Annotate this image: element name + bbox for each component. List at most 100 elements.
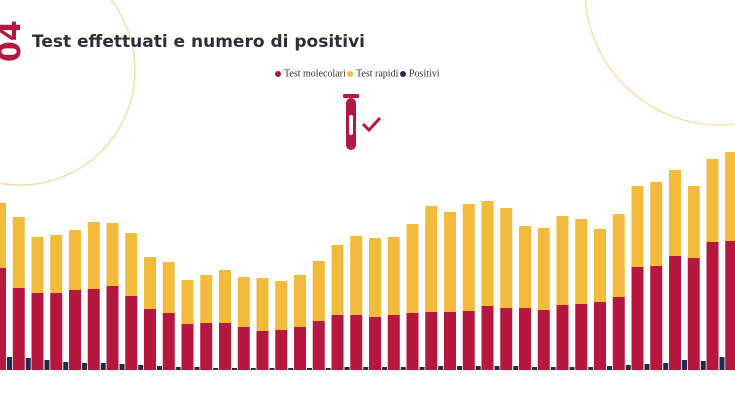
bar-segment bbox=[481, 201, 494, 306]
bar-segment bbox=[669, 170, 681, 256]
positive-bar bbox=[363, 367, 369, 370]
positive-bar bbox=[288, 368, 294, 370]
positive-bar bbox=[475, 366, 481, 370]
bar-segment bbox=[612, 297, 625, 370]
bar-segment bbox=[294, 327, 306, 370]
legend-swatch bbox=[347, 71, 353, 77]
positive-bar bbox=[157, 366, 162, 370]
bar-segment bbox=[725, 241, 735, 370]
bar-segment bbox=[406, 224, 419, 313]
bar-segment bbox=[87, 289, 100, 370]
bar-segment bbox=[162, 262, 175, 313]
positive-bar bbox=[682, 360, 687, 370]
bar-segment bbox=[687, 258, 700, 370]
bar-segment bbox=[519, 308, 531, 370]
positive-bar bbox=[138, 365, 144, 370]
bar-segment bbox=[219, 270, 231, 323]
bar-segment bbox=[106, 223, 119, 286]
bar-segment bbox=[631, 186, 644, 267]
legend: Test molecolari Test rapidi Positivi bbox=[275, 68, 440, 79]
positive-bar bbox=[644, 364, 650, 370]
bar-segment bbox=[650, 182, 663, 266]
bar-segment bbox=[444, 312, 456, 370]
bar-segment bbox=[181, 280, 194, 324]
positive-bar bbox=[700, 361, 706, 370]
positive-bar bbox=[513, 366, 519, 370]
bar-segment bbox=[12, 217, 25, 288]
bar-segment bbox=[519, 226, 531, 308]
bar-segment bbox=[294, 275, 306, 327]
bar-segment bbox=[237, 327, 250, 370]
bar-segment bbox=[200, 323, 213, 370]
positive-bar bbox=[382, 367, 387, 370]
bar-segment bbox=[537, 228, 550, 310]
bar-segment bbox=[462, 204, 475, 311]
positive-bar bbox=[232, 368, 237, 370]
bar-segment bbox=[537, 310, 550, 370]
bar-segment bbox=[706, 242, 719, 370]
icon bbox=[343, 94, 382, 150]
bar-segment bbox=[0, 268, 6, 370]
positive-bar bbox=[663, 363, 669, 370]
bar-segment bbox=[687, 186, 700, 258]
positive-bar bbox=[607, 366, 612, 370]
bar-segment bbox=[594, 229, 606, 302]
bar-segment bbox=[31, 237, 44, 293]
legend-label: Test rapidi bbox=[356, 68, 399, 79]
bar-segment bbox=[556, 305, 569, 370]
positive-bar bbox=[438, 366, 444, 370]
positive-bar bbox=[625, 365, 631, 370]
positive-bar bbox=[307, 368, 312, 370]
bar-segment bbox=[369, 317, 381, 370]
bar-segment bbox=[575, 304, 588, 370]
positive-bar bbox=[44, 360, 50, 370]
bar-segment bbox=[500, 308, 513, 370]
bar-segment bbox=[125, 296, 138, 370]
positive-bar bbox=[419, 367, 425, 370]
bar-segment bbox=[106, 286, 119, 370]
positive-bar bbox=[400, 367, 406, 370]
bar-segment bbox=[200, 275, 213, 323]
bar-segment bbox=[331, 315, 344, 370]
bar-segment bbox=[425, 206, 438, 312]
bar-segment bbox=[650, 266, 663, 370]
bar-segment bbox=[162, 313, 175, 370]
positive-bar bbox=[82, 363, 87, 370]
bar-segment bbox=[387, 315, 400, 370]
bar-segment bbox=[144, 257, 156, 309]
bar-segment bbox=[387, 237, 400, 315]
bar-segment bbox=[481, 306, 494, 370]
chart-title: Test effettuati e numero di positivi bbox=[32, 32, 365, 52]
positive-bar bbox=[325, 368, 331, 370]
positive-bar bbox=[532, 367, 537, 370]
decor-circle bbox=[584, 0, 735, 126]
bar-segment bbox=[256, 278, 269, 331]
bar-segment bbox=[500, 208, 513, 308]
positive-bar bbox=[719, 357, 725, 370]
positive-bar bbox=[550, 367, 556, 370]
bar-segment bbox=[69, 230, 81, 290]
bar-segment bbox=[369, 238, 381, 317]
bar-segment bbox=[50, 235, 63, 293]
positive-bar bbox=[119, 364, 125, 370]
bar-segment bbox=[312, 321, 325, 370]
bar-segment bbox=[669, 256, 681, 370]
bar-segment bbox=[725, 152, 735, 241]
positive-bar bbox=[213, 368, 219, 370]
positive-bar bbox=[175, 367, 181, 370]
bar-segment bbox=[275, 330, 288, 370]
bar-segment bbox=[256, 331, 269, 370]
positive-bar bbox=[569, 367, 575, 370]
bar-segment bbox=[219, 323, 231, 370]
positive-bar bbox=[269, 368, 275, 370]
bar-segment bbox=[425, 312, 438, 370]
positive-bar bbox=[588, 367, 594, 370]
decor-circle bbox=[0, 0, 136, 186]
bar-segment bbox=[12, 288, 25, 370]
section-number: 04 bbox=[0, 20, 28, 62]
bar-segment bbox=[706, 159, 719, 242]
bar-segment bbox=[594, 302, 606, 370]
positive-bar bbox=[100, 363, 106, 370]
bar-segment bbox=[275, 281, 288, 330]
